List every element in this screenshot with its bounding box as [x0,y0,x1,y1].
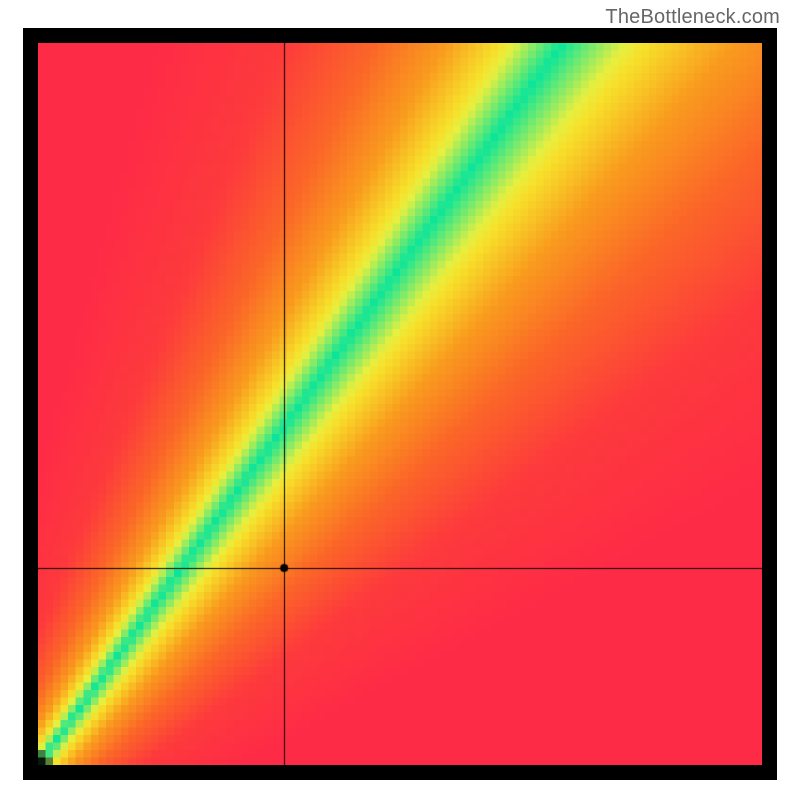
crosshair-overlay [38,43,762,765]
heatmap-plot [38,43,762,765]
chart-container: TheBottleneck.com [0,0,800,800]
watermark-text: TheBottleneck.com [605,6,780,29]
